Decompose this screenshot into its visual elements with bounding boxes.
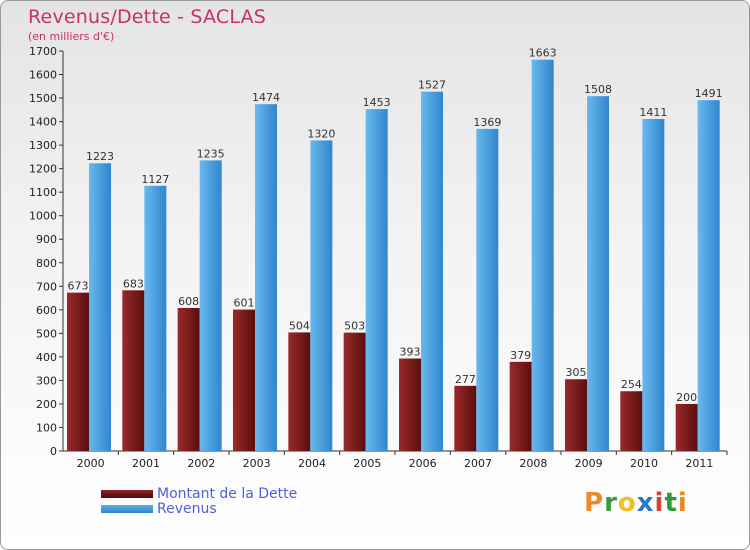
data-label-dette: 608 bbox=[178, 295, 199, 308]
data-label-revenus: 1527 bbox=[418, 79, 446, 92]
data-label-dette: 305 bbox=[566, 366, 587, 379]
x-tick-label: 2009 bbox=[575, 457, 603, 470]
y-tick-label: 300 bbox=[36, 374, 57, 387]
legend-item-dette: Montant de la Dette bbox=[101, 486, 361, 502]
data-label-revenus: 1453 bbox=[363, 96, 391, 109]
bar-revenus bbox=[365, 109, 388, 451]
logo-letter: i bbox=[677, 488, 688, 518]
logo-letter: i bbox=[654, 488, 665, 518]
data-label-dette: 200 bbox=[676, 391, 697, 404]
chart-title: Revenus/Dette - SACLAS bbox=[28, 6, 267, 28]
bar-dette bbox=[233, 309, 255, 451]
x-tick-label: 2011 bbox=[685, 457, 713, 470]
x-tick-label: 2001 bbox=[132, 457, 160, 470]
data-label-dette: 601 bbox=[234, 297, 255, 310]
y-tick-label: 600 bbox=[36, 304, 57, 317]
x-tick-label: 2000 bbox=[77, 457, 105, 470]
bar-dette bbox=[288, 332, 311, 451]
bar-revenus bbox=[310, 140, 333, 452]
data-label-revenus: 1491 bbox=[695, 87, 723, 100]
y-tick-label: 1500 bbox=[29, 92, 57, 105]
legend-label-dette: Montant de la Dette bbox=[157, 486, 298, 502]
data-label-revenus: 1369 bbox=[473, 116, 501, 129]
data-label-revenus: 1474 bbox=[252, 91, 280, 104]
data-label-dette: 503 bbox=[344, 320, 365, 333]
bar-dette bbox=[620, 391, 643, 451]
bar-revenus bbox=[587, 96, 609, 452]
y-tick-label: 1400 bbox=[29, 116, 57, 129]
data-label-dette: 254 bbox=[621, 378, 642, 391]
data-label-revenus: 1411 bbox=[639, 106, 667, 119]
bar-revenus bbox=[476, 128, 499, 451]
bar-dette bbox=[399, 358, 421, 451]
bar-revenus bbox=[642, 119, 665, 451]
data-label-dette: 379 bbox=[510, 349, 531, 362]
y-tick-label: 1100 bbox=[29, 186, 57, 199]
data-label-revenus: 1508 bbox=[584, 83, 612, 96]
y-tick-label: 800 bbox=[36, 257, 57, 270]
data-label-dette: 683 bbox=[123, 277, 144, 290]
data-label-dette: 277 bbox=[455, 373, 476, 386]
bar-dette bbox=[565, 379, 587, 451]
chart-subtitle: (en milliers d'€) bbox=[28, 30, 115, 43]
bar-dette bbox=[177, 307, 200, 451]
data-label-revenus: 1235 bbox=[197, 147, 225, 160]
x-tick-label: 2007 bbox=[464, 457, 492, 470]
legend-label-revenus: Revenus bbox=[157, 501, 217, 517]
y-tick-label: 100 bbox=[36, 421, 57, 434]
y-tick-label: 900 bbox=[36, 233, 57, 246]
y-tick-label: 1000 bbox=[29, 210, 57, 223]
bar-revenus bbox=[531, 59, 554, 452]
y-tick-label: 0 bbox=[50, 445, 57, 458]
x-tick-label: 2006 bbox=[409, 457, 437, 470]
data-label-dette: 673 bbox=[68, 280, 89, 293]
y-tick-label: 1600 bbox=[29, 69, 57, 82]
bar-dette bbox=[675, 403, 698, 451]
legend-swatch-dette bbox=[101, 490, 153, 498]
legend-item-revenus: Revenus bbox=[101, 501, 361, 517]
legend-swatch-revenus bbox=[101, 505, 153, 513]
y-tick-label: 1300 bbox=[29, 139, 57, 152]
bar-revenus bbox=[697, 100, 720, 452]
bar-revenus bbox=[421, 91, 443, 452]
data-label-revenus: 1223 bbox=[86, 150, 114, 163]
data-label-revenus: 1320 bbox=[307, 127, 335, 140]
data-label-dette: 393 bbox=[400, 346, 421, 359]
y-tick-label: 400 bbox=[36, 351, 57, 364]
bar-dette bbox=[67, 292, 89, 451]
y-tick-label: 700 bbox=[36, 280, 57, 293]
bar-dette bbox=[122, 290, 145, 451]
data-label-revenus: 1663 bbox=[529, 47, 557, 60]
logo-letter: r bbox=[604, 488, 618, 518]
bar-dette bbox=[343, 332, 366, 451]
x-tick-label: 2010 bbox=[630, 457, 658, 470]
y-tick-label: 1200 bbox=[29, 163, 57, 176]
data-label-dette: 504 bbox=[289, 319, 310, 332]
x-tick-label: 2005 bbox=[353, 457, 381, 470]
logo-letter: P bbox=[584, 488, 605, 518]
x-tick-label: 2008 bbox=[519, 457, 547, 470]
y-tick-label: 500 bbox=[36, 327, 57, 340]
bar-revenus bbox=[144, 185, 167, 451]
logo-letter: o bbox=[617, 488, 637, 518]
bar-dette bbox=[454, 385, 477, 451]
bar-revenus bbox=[255, 104, 277, 452]
proxiti-logo: Proxiti bbox=[584, 488, 688, 518]
logo-letter: x bbox=[636, 488, 655, 518]
y-tick-label: 200 bbox=[36, 398, 57, 411]
bar-revenus bbox=[199, 160, 222, 452]
bar-dette bbox=[509, 361, 532, 451]
x-tick-label: 2003 bbox=[243, 457, 271, 470]
y-tick-label: 1700 bbox=[29, 45, 57, 58]
logo-letter: t bbox=[664, 488, 678, 518]
x-tick-label: 2002 bbox=[187, 457, 215, 470]
x-tick-label: 2004 bbox=[298, 457, 326, 470]
data-label-revenus: 1127 bbox=[141, 173, 169, 186]
bar-revenus bbox=[89, 163, 111, 451]
